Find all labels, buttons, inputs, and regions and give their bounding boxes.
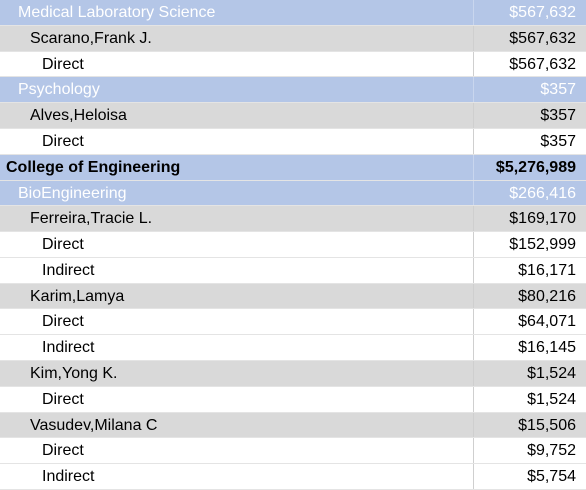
row-label: College of Engineering bbox=[0, 154, 474, 180]
amount: $357 bbox=[540, 132, 576, 150]
line-item-row: Direct $1,524 bbox=[0, 386, 586, 413]
amount: $80,216 bbox=[518, 287, 576, 305]
line-item-row: Direct $567,632 bbox=[0, 51, 586, 78]
amount: $357 bbox=[540, 107, 576, 125]
row-label: Medical Laboratory Science bbox=[0, 0, 474, 25]
line-item-row: Direct $152,999 bbox=[0, 232, 586, 258]
row-label: Direct bbox=[0, 232, 474, 257]
amount: $5,276,989 bbox=[495, 158, 576, 176]
person-row: Karim,Lamya $80,216 bbox=[0, 283, 586, 310]
line-item-row: Direct $357 bbox=[0, 128, 586, 155]
amount: $567,632 bbox=[509, 4, 576, 21]
line-item-row: Indirect $16,145 bbox=[0, 335, 586, 362]
person-row: Vasudev,Milana C $15,506 bbox=[0, 412, 586, 439]
row-label: BioEngineering bbox=[0, 180, 474, 206]
amount: $357 bbox=[540, 81, 576, 99]
amount: $1,524 bbox=[527, 390, 576, 408]
amount: $9,752 bbox=[527, 442, 576, 460]
row-label: Kim,Yong K. bbox=[0, 361, 474, 386]
amount: $567,632 bbox=[509, 29, 576, 47]
amount: $169,170 bbox=[509, 210, 576, 228]
line-item-row: Direct $9,752 bbox=[0, 438, 586, 465]
row-label: Scarano,Frank J. bbox=[0, 25, 474, 51]
row-label: Psychology bbox=[0, 77, 474, 103]
row-label: Direct bbox=[0, 309, 474, 335]
row-label: Alves,Heloisa bbox=[0, 103, 474, 128]
amount: $567,632 bbox=[509, 55, 576, 73]
amount: $64,071 bbox=[518, 313, 576, 331]
amount: $266,416 bbox=[509, 184, 576, 202]
row-label: Direct bbox=[0, 386, 474, 412]
person-row: Ferreira,Tracie L. $169,170 bbox=[0, 206, 586, 233]
line-item-row: Indirect $16,171 bbox=[0, 257, 586, 284]
row-label: Vasudev,Milana C bbox=[0, 412, 474, 438]
row-label: Direct bbox=[0, 438, 474, 464]
row-label: Indirect bbox=[0, 464, 474, 489]
person-row: Scarano,Frank J. $567,632 bbox=[0, 25, 586, 52]
department-row: Psychology $357 bbox=[0, 77, 586, 104]
row-label: Karim,Lamya bbox=[0, 283, 474, 309]
line-item-row: Indirect $5,754 bbox=[0, 464, 586, 490]
amount: $152,999 bbox=[509, 236, 576, 254]
amount: $5,754 bbox=[527, 468, 576, 486]
amount: $15,506 bbox=[518, 416, 576, 434]
person-row: Kim,Yong K. $1,524 bbox=[0, 361, 586, 387]
row-label: Indirect bbox=[0, 257, 474, 283]
row-label: Direct bbox=[0, 128, 474, 154]
row-label: Indirect bbox=[0, 335, 474, 361]
amount: $16,145 bbox=[518, 339, 576, 357]
college-row: College of Engineering $5,276,989 bbox=[0, 154, 586, 181]
row-label: Direct bbox=[0, 51, 474, 77]
department-row: Medical Laboratory Science $567,632 bbox=[0, 0, 586, 26]
row-label: Ferreira,Tracie L. bbox=[0, 206, 474, 232]
line-item-row: Direct $64,071 bbox=[0, 309, 586, 336]
department-row: BioEngineering $266,416 bbox=[0, 180, 586, 207]
amount: $16,171 bbox=[518, 261, 576, 279]
person-row: Alves,Heloisa $357 bbox=[0, 103, 586, 129]
amount: $1,524 bbox=[527, 365, 576, 383]
